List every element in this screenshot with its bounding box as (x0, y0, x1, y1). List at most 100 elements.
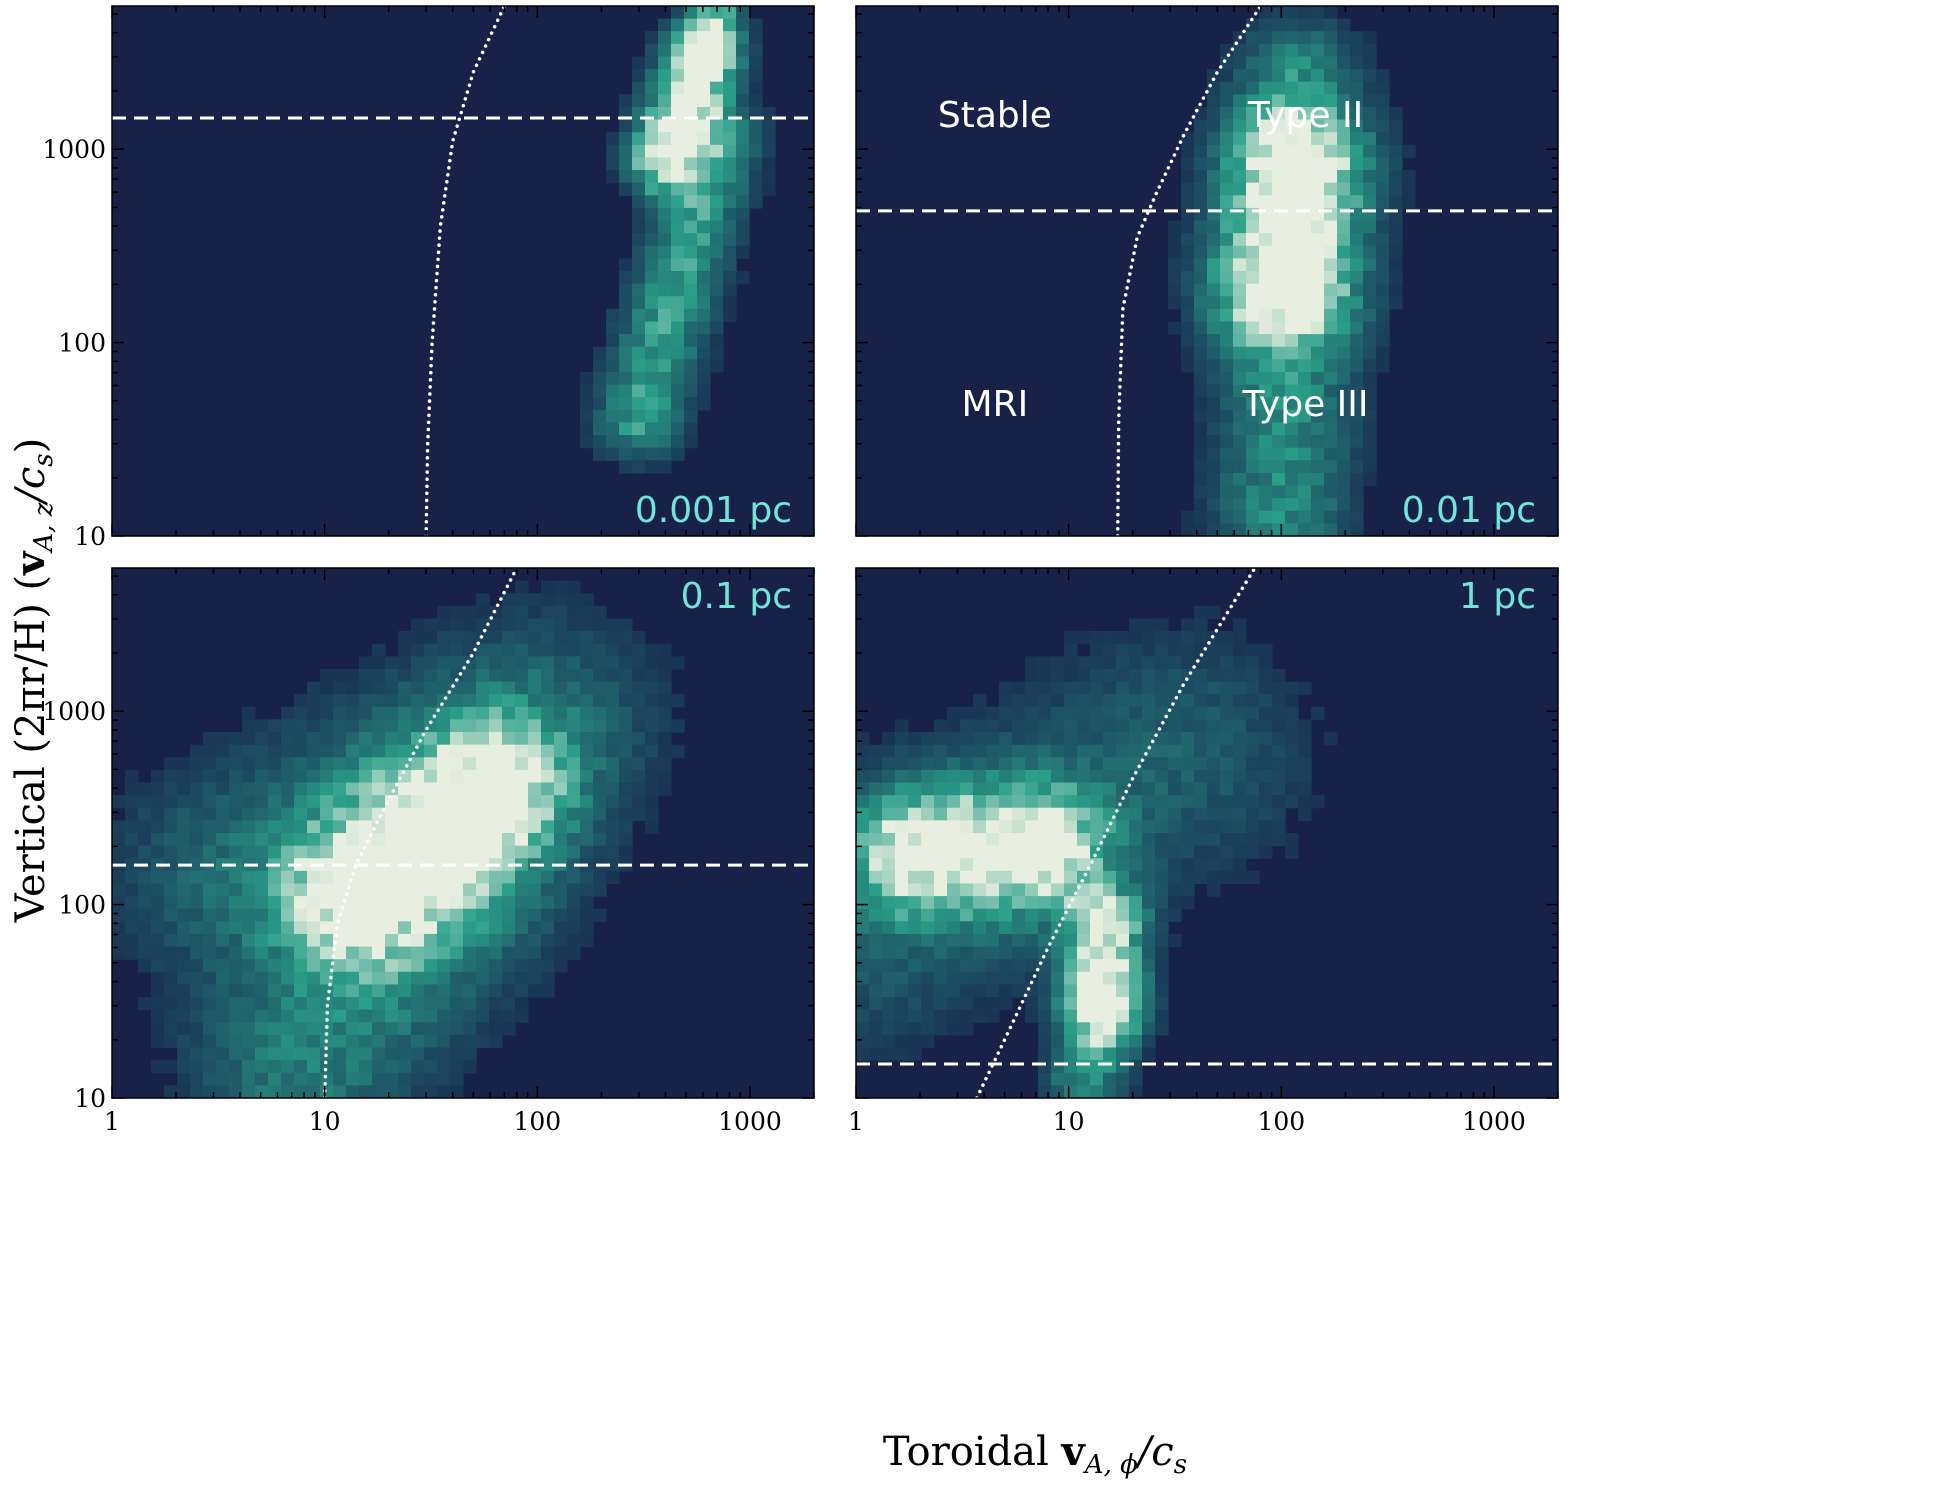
heatmap-cell (1376, 144, 1390, 159)
heatmap-cell (489, 997, 503, 1011)
heatmap-cell (1168, 896, 1182, 910)
heatmap-cell (1064, 643, 1078, 657)
heatmap-cell (882, 883, 896, 897)
heatmap-cell (1220, 631, 1234, 645)
heatmap-cell (424, 782, 438, 796)
heatmap-cell (359, 1022, 373, 1036)
heatmap-cell (1350, 233, 1364, 247)
heatmap-cell (515, 1009, 529, 1023)
heatmap-cell (869, 870, 883, 885)
heatmap-cell (1025, 668, 1039, 683)
heatmap-cell (190, 782, 204, 796)
heatmap-cell (1350, 81, 1364, 95)
heatmap-cell (999, 870, 1013, 885)
heatmap-cell (411, 656, 425, 670)
heatmap-cell (1012, 946, 1026, 960)
heatmap-cell (580, 933, 594, 948)
heatmap-cell (671, 220, 685, 234)
heatmap-cell (1103, 933, 1117, 948)
heatmap-cell (372, 845, 386, 859)
heatmap-cell (1324, 245, 1338, 259)
heatmap-cell (947, 820, 961, 834)
heatmap-cell (307, 807, 321, 821)
heatmap-cell (1285, 359, 1299, 373)
heatmap-cell (1220, 233, 1234, 247)
heatmap-cell (1233, 460, 1247, 474)
heatmap-cell (203, 732, 217, 746)
heatmap-cell (437, 1060, 451, 1074)
heatmap-cell (671, 182, 685, 196)
heatmap-cell (463, 618, 477, 632)
heatmap-cell (1129, 1034, 1143, 1049)
heatmap-cell (1272, 220, 1286, 234)
heatmap-cell (1285, 106, 1299, 121)
heatmap-cell (908, 807, 922, 821)
heatmap-cell (216, 744, 230, 758)
heatmap-cell (216, 795, 230, 809)
heatmap-cell (1051, 706, 1065, 721)
heatmap-cell (1155, 959, 1169, 973)
heatmap-cell (697, 245, 711, 259)
heatmap-cell (1298, 371, 1312, 386)
heatmap-cell (1064, 1034, 1078, 1049)
heatmap-cell (190, 820, 204, 834)
heatmap-cell (1051, 795, 1065, 809)
heatmap-cell (463, 719, 477, 733)
heatmap-cell (619, 447, 633, 461)
heatmap-cell (1389, 245, 1403, 259)
heatmap-cell (593, 656, 607, 670)
heatmap-cell (606, 845, 620, 859)
heatmap-cell (1324, 384, 1338, 398)
heatmap-cell (1220, 384, 1234, 398)
heatmap-cell (294, 820, 308, 834)
heatmap-cell (1337, 18, 1351, 32)
heatmap-cell (606, 820, 620, 834)
heatmap-cell (463, 921, 477, 935)
heatmap-cell (398, 833, 412, 847)
heatmap-cell (1129, 971, 1143, 986)
heatmap-cell (999, 719, 1013, 733)
heatmap-cell (1233, 43, 1247, 58)
heatmap-cell (645, 195, 659, 209)
x-tick-label: 1000 (1462, 1107, 1526, 1136)
heatmap-cell (554, 719, 568, 733)
x-tick-label: 1 (104, 1107, 120, 1136)
heatmap-cell (1246, 69, 1260, 83)
heatmap-cell (632, 346, 646, 360)
heatmap-cell (411, 870, 425, 885)
heatmap-cell (1155, 807, 1169, 821)
heatmap-cell (645, 384, 659, 398)
heatmap-cell (632, 769, 646, 784)
heatmap-cell (1298, 485, 1312, 499)
heatmap-cell (1363, 271, 1377, 285)
heatmap-cell (515, 618, 529, 632)
heatmap-cell (1116, 896, 1130, 910)
heatmap-cell (541, 971, 555, 986)
heatmap-cell (671, 69, 685, 83)
heatmap-cell (1298, 132, 1312, 146)
heatmap-cell (1025, 946, 1039, 960)
heatmap-cell (1246, 220, 1260, 234)
heatmap-cell (671, 422, 685, 436)
heatmap-cell (1259, 182, 1273, 196)
heatmap-cell (216, 807, 230, 821)
heatmap-cell (697, 43, 711, 58)
heatmap-cell (567, 845, 581, 859)
heatmap-cell (138, 921, 152, 935)
heatmap-cell (528, 883, 542, 897)
heatmap-cell (671, 694, 685, 708)
heatmap-cell (1077, 946, 1091, 960)
heatmap-cell (424, 820, 438, 834)
heatmap-cell (1194, 346, 1208, 360)
heatmap-cell (229, 946, 243, 960)
heatmap-cell (1246, 422, 1260, 436)
heatmap-cell (960, 719, 974, 733)
heatmap-cell (229, 807, 243, 821)
heatmap-cell (164, 795, 178, 809)
heatmap-cell (476, 921, 490, 935)
heatmap-cell (242, 933, 256, 948)
heatmap-cell (1181, 359, 1195, 373)
heatmap-cell (593, 397, 607, 411)
heatmap-cell (1129, 845, 1143, 859)
